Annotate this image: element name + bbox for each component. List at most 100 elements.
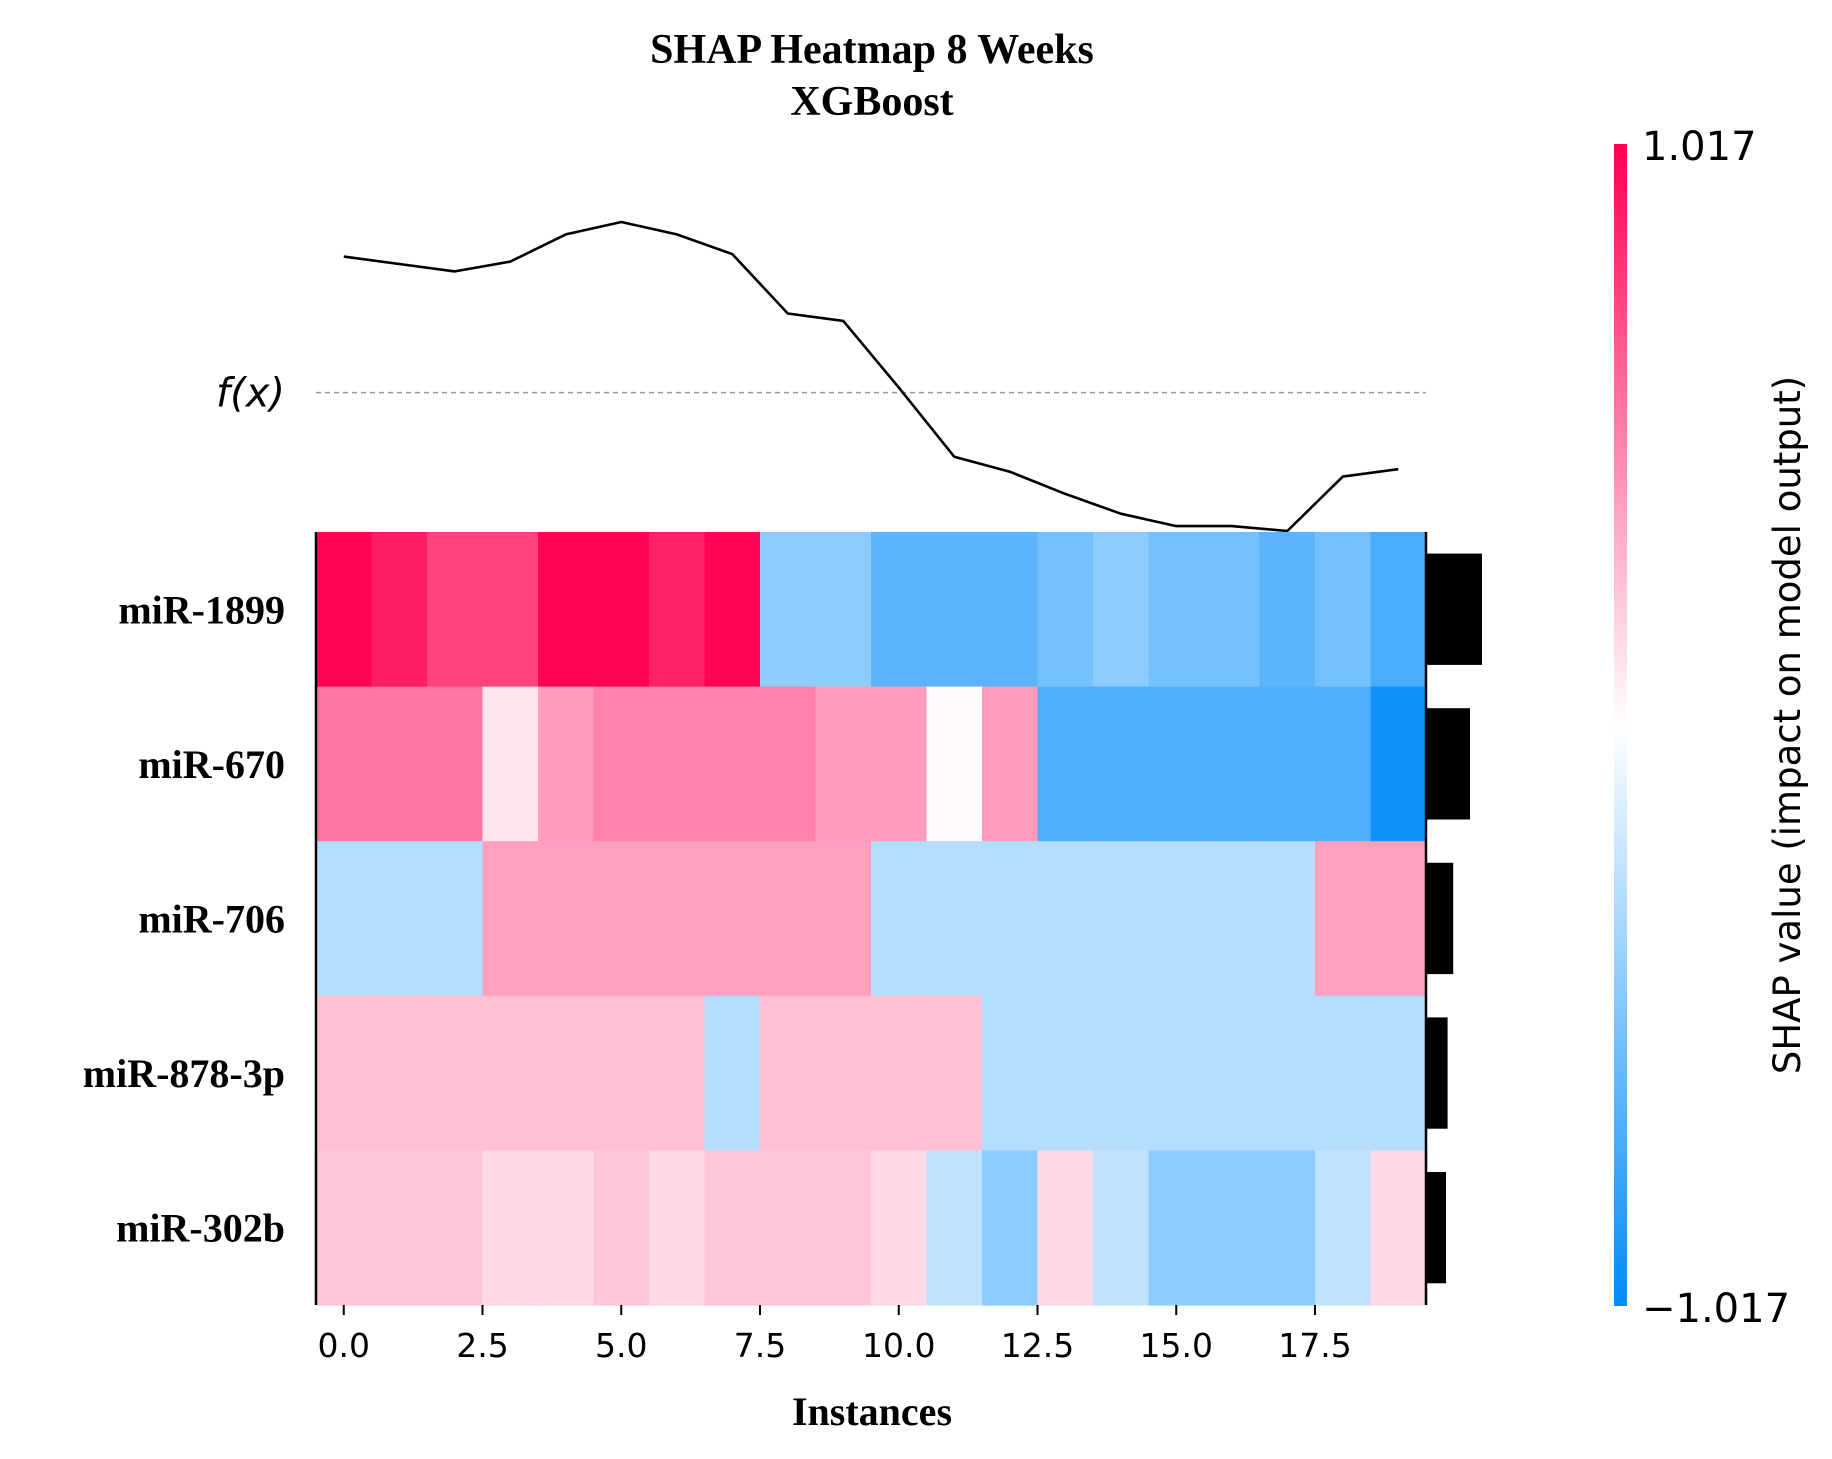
- heatmap-cell: [427, 841, 484, 997]
- chart-subtitle: XGBoost: [790, 79, 953, 125]
- heatmap-cell: [926, 686, 983, 842]
- importance-bar: [1426, 862, 1454, 975]
- heatmap-cell: [704, 532, 761, 688]
- heatmap-cell: [926, 841, 983, 997]
- heatmap-cell: [1315, 532, 1372, 688]
- heatmap-cell: [1093, 532, 1150, 688]
- heatmap-cell: [1148, 1150, 1205, 1306]
- heatmap-cell: [427, 532, 484, 688]
- heatmap-cell: [760, 686, 817, 842]
- heatmap-cell: [371, 995, 428, 1151]
- heatmap-cell: [1204, 841, 1261, 997]
- colorbar-min-label: −1.017: [1642, 1286, 1790, 1332]
- heatmap-cell: [538, 841, 595, 997]
- heatmap-cell: [427, 995, 484, 1151]
- heatmap-cell: [704, 1150, 761, 1306]
- heatmap-cell: [1148, 841, 1205, 997]
- heatmap-cell: [871, 995, 928, 1151]
- feature-label: miR-670: [138, 742, 285, 787]
- heatmap-cell: [760, 1150, 817, 1306]
- heatmap-cell: [1093, 686, 1150, 842]
- heatmap-cell: [760, 995, 817, 1151]
- heatmap-cell: [1315, 1150, 1372, 1306]
- heatmap-cell: [871, 532, 928, 688]
- heatmap-cell: [871, 841, 928, 997]
- x-axis-label: Instances: [792, 1389, 952, 1434]
- feature-label: miR-706: [138, 897, 285, 942]
- heatmap-cell: [1259, 532, 1316, 688]
- heatmap-cell: [538, 532, 595, 688]
- colorbar-max-label: 1.017: [1642, 124, 1757, 170]
- heatmap-cell: [482, 841, 539, 997]
- heatmap-cell: [1204, 1150, 1261, 1306]
- heatmap-cell: [1093, 995, 1150, 1151]
- feature-label: miR-1899: [118, 587, 285, 632]
- colorbar: [1614, 144, 1627, 1306]
- feature-labels: miR-1899 miR-670 miR-706 miR-878-3p miR-302b: [83, 587, 285, 1250]
- heatmap-cell: [1370, 995, 1427, 1151]
- heatmap-cell: [371, 1150, 428, 1306]
- heatmap-cell: [1093, 1150, 1150, 1306]
- heatmap-cell: [926, 1150, 983, 1306]
- heatmap-cell: [649, 532, 706, 688]
- heatmap-cell: [982, 995, 1039, 1151]
- colorbar-label: SHAP value (impact on model output): [1766, 376, 1809, 1074]
- importance-bar: [1426, 708, 1470, 820]
- feature-label: miR-302b: [116, 1206, 285, 1251]
- heatmap-cell: [1370, 532, 1427, 688]
- x-tick-label: 0.0: [318, 1326, 370, 1365]
- heatmap-cell: [704, 686, 761, 842]
- heatmap-cell: [982, 841, 1039, 997]
- heatmap-cell: [1370, 686, 1427, 842]
- heatmap-cell: [482, 686, 539, 842]
- heatmap-cell: [316, 841, 373, 997]
- heatmap-cell: [982, 1150, 1039, 1306]
- x-tick-label: 15.0: [1140, 1326, 1213, 1365]
- heatmap-grid: [316, 532, 1427, 1306]
- heatmap-cell: [1148, 532, 1205, 688]
- heatmap-cell: [538, 995, 595, 1151]
- chart-title: SHAP Heatmap 8 Weeks: [650, 27, 1094, 73]
- heatmap-cell: [482, 532, 539, 688]
- heatmap-cell: [593, 532, 650, 688]
- heatmap-cell: [1204, 686, 1261, 842]
- heatmap-cell: [815, 532, 872, 688]
- heatmap-cell: [593, 686, 650, 842]
- heatmap-cell: [815, 1150, 872, 1306]
- x-tick-label: 2.5: [456, 1326, 508, 1365]
- heatmap-cell: [1037, 841, 1094, 997]
- importance-bar: [1426, 1017, 1448, 1129]
- heatmap-cell: [982, 686, 1039, 842]
- x-tick-label: 12.5: [1001, 1326, 1074, 1365]
- heatmap-cell: [593, 1150, 650, 1306]
- heatmap-cell: [538, 686, 595, 842]
- heatmap-cell: [649, 841, 706, 997]
- heatmap-cell: [1037, 532, 1094, 688]
- heatmap-cell: [1370, 1150, 1427, 1306]
- heatmap-cell: [1259, 995, 1316, 1151]
- heatmap-cell: [1204, 995, 1261, 1151]
- fx-label: f(x): [216, 371, 285, 417]
- heatmap-cell: [1037, 1150, 1094, 1306]
- importance-bars: [1426, 553, 1482, 1284]
- heatmap-cell: [371, 686, 428, 842]
- heatmap-cell: [371, 841, 428, 997]
- heatmap-cell: [427, 686, 484, 842]
- heatmap-cell: [593, 841, 650, 997]
- heatmap-cell: [1148, 995, 1205, 1151]
- heatmap-cell: [704, 995, 761, 1151]
- heatmap-cell: [371, 532, 428, 688]
- heatmap-cell: [1370, 841, 1427, 997]
- output-line-plot: [316, 220, 1426, 533]
- heatmap-cell: [1037, 686, 1094, 842]
- heatmap-cell: [815, 686, 872, 842]
- importance-bar: [1426, 553, 1482, 665]
- heatmap-cell: [1259, 841, 1316, 997]
- importance-bar: [1426, 1172, 1446, 1284]
- heatmap-cell: [760, 841, 817, 997]
- heatmap-cell: [760, 532, 817, 688]
- heatmap-cell: [593, 995, 650, 1151]
- x-axis: 0.0 2.5 5.0 7.5 10.0 12.5 15.0 17.5: [314, 532, 1428, 1365]
- heatmap-cell: [649, 995, 706, 1151]
